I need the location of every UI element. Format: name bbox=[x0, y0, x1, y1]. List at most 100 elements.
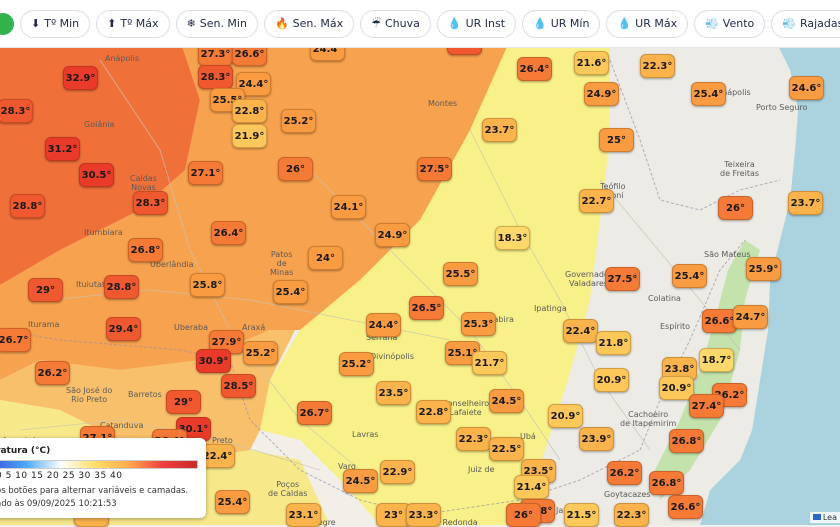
temperature-marker[interactable]: 26.2° bbox=[607, 461, 642, 485]
temperature-marker[interactable]: 23.7° bbox=[482, 118, 517, 142]
temperature-marker[interactable]: 29° bbox=[166, 390, 201, 414]
feels-max-button[interactable]: 🔥 Sen. Máx bbox=[263, 9, 355, 38]
wind-button[interactable]: 💨 Vento bbox=[694, 9, 766, 38]
temperature-marker[interactable]: 24.1° bbox=[331, 195, 366, 219]
temperature-marker[interactable]: 25.2° bbox=[243, 341, 278, 365]
temperature-marker[interactable]: 29° bbox=[28, 278, 63, 302]
temperature-marker[interactable]: 25.4° bbox=[215, 490, 250, 514]
temperature-marker[interactable]: 22.7° bbox=[579, 189, 614, 213]
temperature-marker[interactable]: 26.6° bbox=[668, 495, 703, 519]
temp-min-button[interactable]: ⬇ Tº Min bbox=[20, 9, 91, 38]
temperature-marker[interactable]: 24.4° bbox=[366, 313, 401, 337]
temperature-marker[interactable]: 29.4° bbox=[106, 317, 141, 341]
temperature-marker[interactable]: 22.9° bbox=[380, 460, 415, 484]
active-layer-indicator[interactable] bbox=[0, 12, 14, 35]
temperature-marker[interactable]: 26° bbox=[278, 157, 313, 181]
temperature-marker[interactable]: 31.2° bbox=[45, 137, 80, 161]
rain-button[interactable]: ☔ Chuva bbox=[360, 9, 431, 38]
temperature-marker[interactable]: 22.8° bbox=[232, 99, 267, 123]
temperature-marker[interactable]: 23.7° bbox=[788, 191, 823, 215]
temperature-marker[interactable]: 20.9° bbox=[548, 404, 583, 428]
rh-max-icon: 💧 bbox=[617, 17, 632, 30]
legend-hint: os botões para alternar variáveis e cama… bbox=[0, 486, 189, 496]
temperature-marker[interactable]: 21.6° bbox=[574, 51, 609, 75]
map-attribution[interactable]: Lea bbox=[809, 512, 840, 523]
temperature-marker[interactable]: 28.5° bbox=[221, 374, 256, 398]
temperature-marker[interactable]: 23° bbox=[376, 503, 411, 527]
temperature-marker[interactable]: 25.4° bbox=[273, 280, 308, 304]
temp-min-icon: ⬇ bbox=[31, 17, 41, 30]
city-label: Catanduva bbox=[100, 421, 144, 430]
temperature-marker[interactable]: 22.3° bbox=[456, 427, 491, 451]
temperature-marker[interactable]: 21.7° bbox=[472, 351, 507, 375]
temperature-marker[interactable]: 28.3° bbox=[198, 65, 233, 89]
temperature-marker[interactable]: 22.8° bbox=[416, 400, 451, 424]
temperature-marker[interactable]: 32.9° bbox=[63, 66, 98, 90]
temperature-marker[interactable]: 27.5° bbox=[605, 267, 640, 291]
temperature-marker[interactable]: 26.2° bbox=[35, 361, 70, 385]
temperature-marker[interactable]: 20.9° bbox=[594, 368, 629, 392]
temperature-marker[interactable]: 24.9° bbox=[375, 223, 410, 247]
rh-inst-button[interactable]: 💧 UR Inst bbox=[436, 9, 517, 38]
temperature-marker[interactable]: 23.1° bbox=[286, 503, 321, 527]
temperature-marker[interactable]: 28.8° bbox=[10, 194, 45, 218]
city-label: Eunápolis bbox=[712, 88, 751, 97]
temperature-marker[interactable]: 18.7° bbox=[699, 348, 734, 372]
temperature-marker[interactable]: 25.4° bbox=[691, 82, 726, 106]
temperature-marker[interactable]: 26.6° bbox=[702, 309, 737, 333]
temperature-marker[interactable]: 23.3° bbox=[406, 503, 441, 527]
temperature-marker[interactable]: 21.5° bbox=[564, 503, 599, 527]
temperature-marker[interactable]: 22.3° bbox=[614, 503, 649, 527]
temp-max-button[interactable]: ⬆ Tº Máx bbox=[96, 9, 170, 38]
temperature-marker[interactable]: 20.9° bbox=[659, 376, 694, 400]
temperature-marker[interactable]: 26.5° bbox=[409, 296, 444, 320]
temperature-marker[interactable]: 24.5° bbox=[489, 389, 524, 413]
temperature-marker[interactable]: 23.5° bbox=[376, 381, 411, 405]
temperature-marker[interactable]: 30.5° bbox=[79, 163, 114, 187]
temperature-marker[interactable]: 24.5° bbox=[343, 469, 378, 493]
temperature-marker[interactable]: 23.9° bbox=[579, 427, 614, 451]
temperature-marker[interactable]: 25° bbox=[599, 128, 634, 152]
temperature-marker[interactable]: 25.9° bbox=[746, 257, 781, 281]
temperature-marker[interactable]: 26.8° bbox=[669, 429, 704, 453]
temperature-marker[interactable]: 24.7° bbox=[733, 305, 768, 329]
temperature-marker[interactable]: 25.4° bbox=[672, 264, 707, 288]
temperature-marker[interactable]: 27.4° bbox=[689, 394, 724, 418]
temperature-marker[interactable]: 26.4° bbox=[517, 57, 552, 81]
temperature-marker[interactable]: 21.8° bbox=[596, 331, 631, 355]
temperature-marker[interactable]: 25.5° bbox=[443, 262, 478, 286]
temperature-marker[interactable]: 26.8° bbox=[649, 471, 684, 495]
temperature-marker[interactable]: 24.9° bbox=[584, 82, 619, 106]
temperature-marker[interactable]: 26.8° bbox=[128, 238, 163, 262]
temperature-marker[interactable]: 28.3° bbox=[0, 99, 33, 123]
temperature-marker[interactable]: 25.8° bbox=[190, 273, 225, 297]
temperature-marker[interactable]: 22.5° bbox=[489, 437, 524, 461]
temperature-marker[interactable]: 25.2° bbox=[281, 109, 316, 133]
temperature-marker[interactable]: 28.8° bbox=[104, 275, 139, 299]
feels-min-button[interactable]: ❄ Sen. Min bbox=[175, 9, 258, 38]
temperature-marker[interactable]: 22.4° bbox=[563, 319, 598, 343]
temperature-marker[interactable]: 24° bbox=[308, 246, 343, 270]
city-label: Patos de Minas bbox=[270, 250, 294, 277]
temperature-marker[interactable]: 28.3° bbox=[133, 191, 168, 215]
temperature-marker[interactable]: 26.7° bbox=[0, 328, 31, 352]
temperature-marker[interactable]: 25.3° bbox=[461, 312, 496, 336]
legend-panel: ratura (°C) 0 5 10 15 20 25 30 35 40 os … bbox=[0, 438, 206, 518]
temperature-marker[interactable]: 26.7° bbox=[297, 401, 332, 425]
gusts-button[interactable]: 💨 Rajadas bbox=[771, 9, 840, 38]
temperature-marker[interactable]: 24.6° bbox=[789, 76, 824, 100]
temperature-marker[interactable]: 18.3° bbox=[495, 226, 530, 250]
temperature-marker[interactable]: 26.4° bbox=[211, 221, 246, 245]
temperature-marker[interactable]: 26° bbox=[718, 196, 753, 220]
city-label: Governador Valadares bbox=[565, 270, 613, 288]
rh-max-button[interactable]: 💧 UR Máx bbox=[606, 9, 689, 38]
temperature-marker[interactable]: 25.2° bbox=[339, 352, 374, 376]
temperature-marker[interactable]: 26° bbox=[506, 503, 541, 527]
temperature-marker[interactable]: 21.9° bbox=[232, 124, 267, 148]
temperature-marker[interactable]: 22.3° bbox=[640, 54, 675, 78]
temperature-marker[interactable]: 30.9° bbox=[196, 349, 231, 373]
temperature-marker[interactable]: 27.1° bbox=[188, 161, 223, 185]
temperature-marker[interactable]: 27.5° bbox=[417, 157, 452, 181]
temperature-marker[interactable]: 21.4° bbox=[514, 475, 549, 499]
rh-min-button[interactable]: 💧 UR Mín bbox=[522, 9, 601, 38]
